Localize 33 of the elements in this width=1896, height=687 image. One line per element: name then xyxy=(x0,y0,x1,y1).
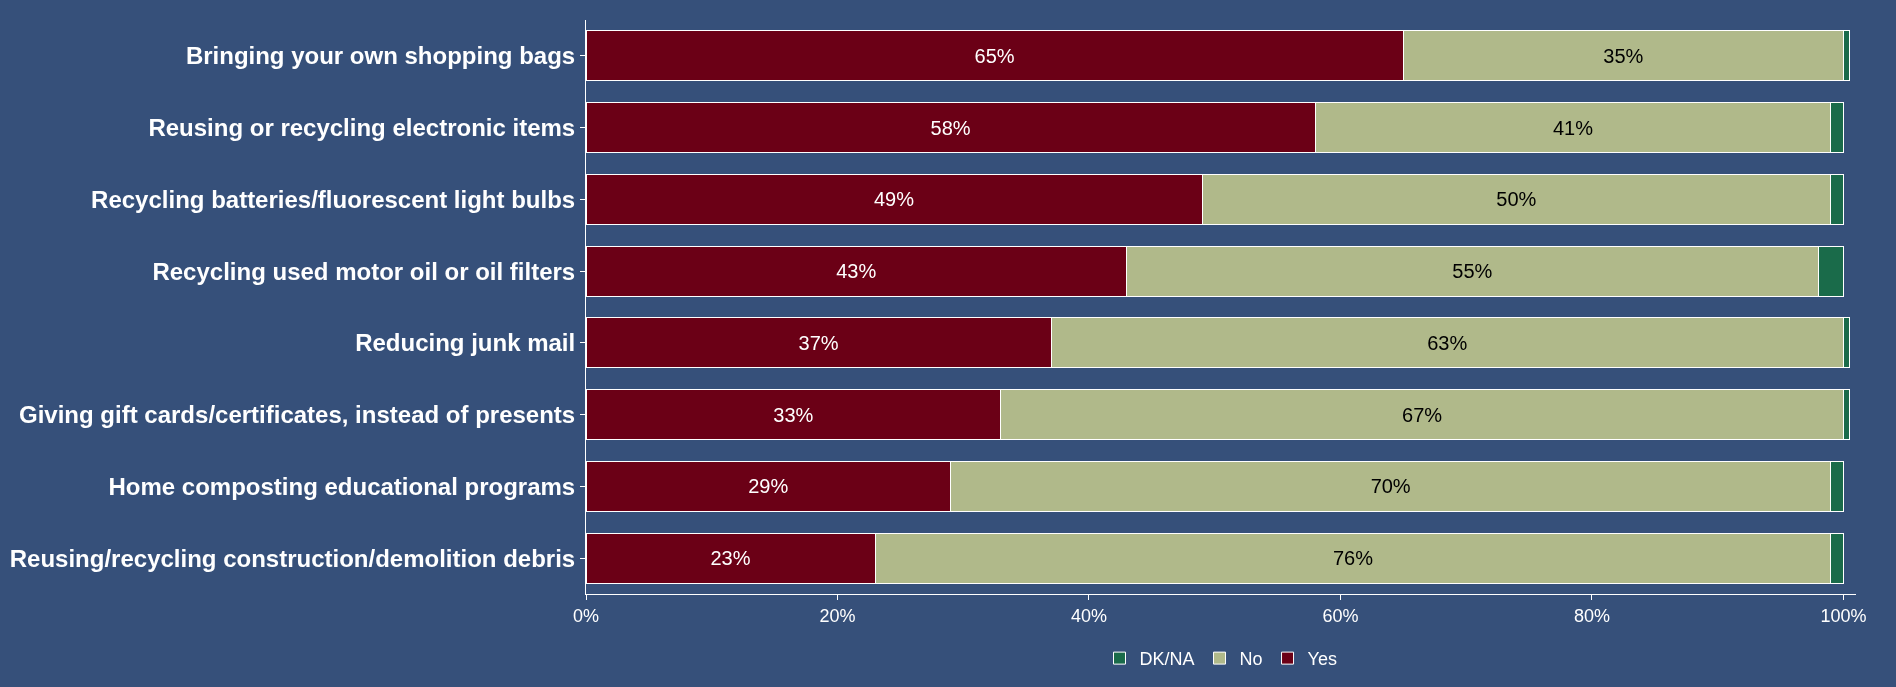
data-label: 35% xyxy=(1603,44,1644,67)
x-tick-label: 20% xyxy=(819,605,856,626)
data-label: 58% xyxy=(930,116,971,139)
data-label: 43% xyxy=(836,260,877,283)
data-label: 76% xyxy=(1332,547,1374,570)
data-label: 33% xyxy=(773,403,814,426)
x-tick-label: 100% xyxy=(1820,605,1867,626)
y-tick-label: Bringing your own shopping bags xyxy=(185,42,576,70)
y-tick-label: Reusing or recycling electronic items xyxy=(148,114,576,142)
y-tick-label: Recycling batteries/fluorescent light bulbs xyxy=(91,185,576,213)
x-tick-label: 60% xyxy=(1322,605,1359,626)
data-label: 70% xyxy=(1370,475,1411,498)
data-label: 49% xyxy=(873,188,915,211)
y-tick-label: Home composting educational programs xyxy=(108,472,576,500)
y-tick-label: Reusing/recycling construction/demolition debris xyxy=(9,544,576,572)
legend-label: DK/NA xyxy=(1139,649,1195,670)
x-tick-label: 40% xyxy=(1070,605,1107,626)
data-label: 37% xyxy=(798,331,839,354)
data-label: 63% xyxy=(1427,331,1468,354)
y-tick-label: Recycling used motor oil or oil filters xyxy=(152,257,576,285)
data-label: 29% xyxy=(748,475,789,498)
x-tick-label: 0% xyxy=(572,605,600,626)
data-label: 50% xyxy=(1496,188,1537,211)
legend-label: No xyxy=(1239,649,1263,670)
x-tick-label: 80% xyxy=(1573,605,1610,626)
data-label: 67% xyxy=(1402,403,1443,426)
data-label: 23% xyxy=(710,547,751,570)
data-label: 41% xyxy=(1552,116,1594,139)
data-label: 65% xyxy=(974,44,1015,67)
y-tick-label: Giving gift cards/certificates, instead of presents xyxy=(19,401,576,429)
legend-label: Yes xyxy=(1307,649,1337,670)
data-label: 55% xyxy=(1452,260,1493,283)
y-tick-label: Reducing junk mail xyxy=(355,329,576,357)
